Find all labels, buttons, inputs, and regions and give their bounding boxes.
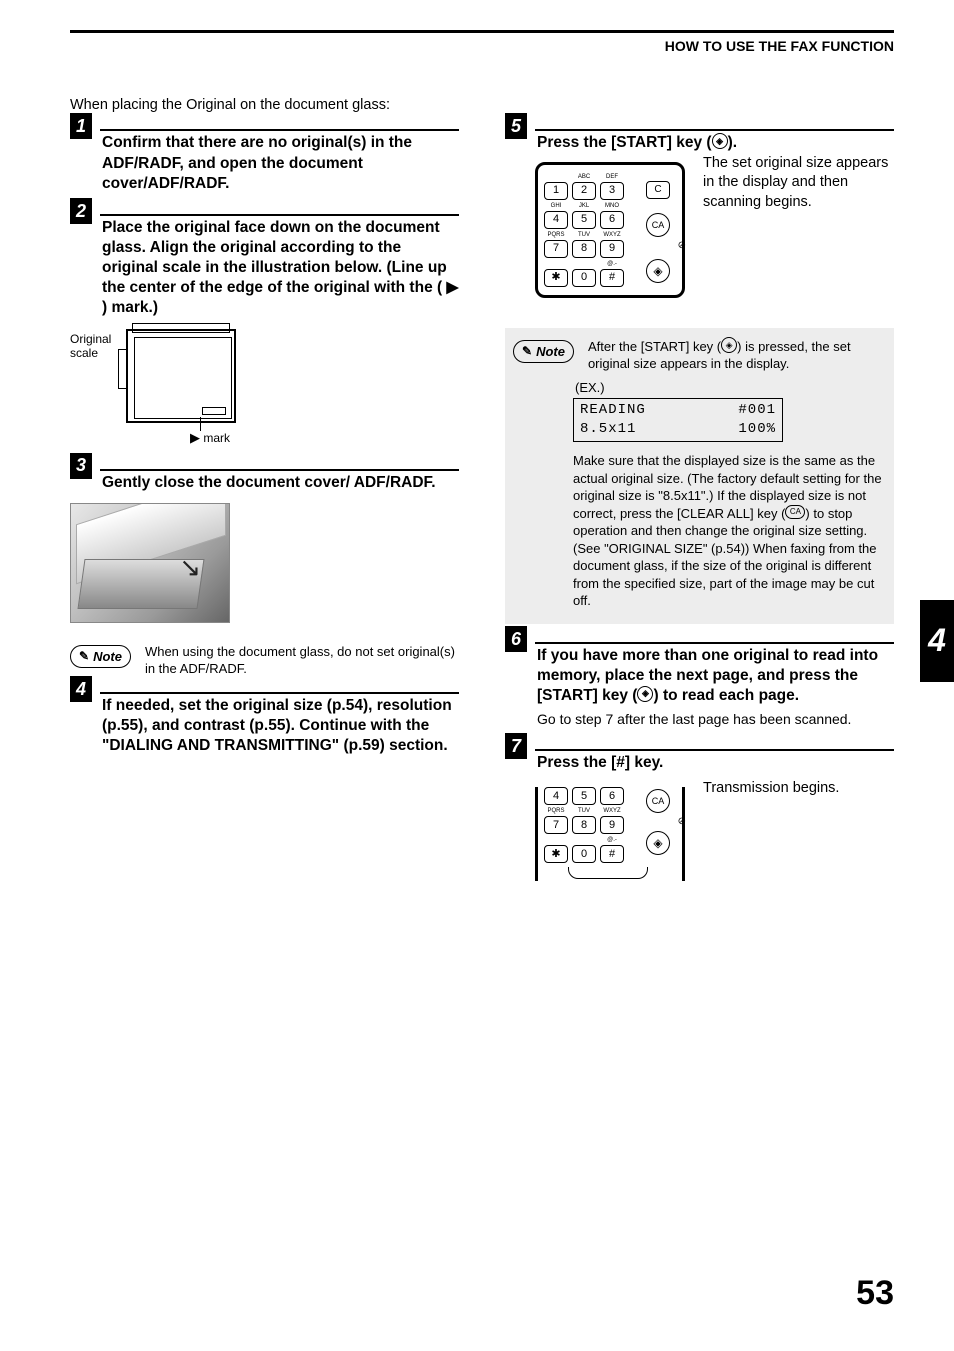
step-title: Place the original face down on the docu… [102,218,459,319]
step-4: 4 If needed, set the original size (p.54… [70,692,459,756]
start-key-icon: ◈ [646,259,670,283]
intro-text: When placing the Original on the documen… [70,96,894,116]
left-column: 1 Confirm that there are no original(s) … [70,129,459,776]
step-number: 5 [505,113,527,139]
step-number: 4 [70,676,92,702]
step-title: If needed, set the original size (p.54),… [102,696,459,756]
glass-diagram: Original scale ▶ mark [70,329,459,449]
header-rule [70,30,894,33]
start-icon: ◈ [712,133,728,149]
chapter-tab: 4 [920,600,954,682]
keypad-diagram-partial: 456 PQRSTUVWXYZ 789 @.- ✱0# CA ⊘ ◈ [535,787,685,881]
step-title: Press the [START] key (◈). [537,133,737,153]
example-label: (EX.) [575,379,886,397]
diagram-label: scale [70,345,98,361]
step-1: 1 Confirm that there are no original(s) … [70,129,459,193]
note-text: After the [START] key (◈) is pressed, th… [588,338,886,373]
start-icon: ◈ [721,337,737,353]
note-right: Note After the [START] key (◈) is presse… [505,328,894,624]
note-left: Note When using the document glass, do n… [70,643,459,678]
step-title: If you have more than one original to re… [537,646,894,706]
step-title: Confirm that there are no original(s) in… [102,133,459,193]
right-column: 5 Press the [START] key (◈). ABCDEF 123 … [505,129,894,911]
step-body: The set original size appears in the dis… [703,154,894,213]
note-text: When using the document glass, do not se… [145,643,459,678]
step-body: Go to step 7 after the last page has bee… [537,710,894,729]
step-title: Gently close the document cover/ ADF/RAD… [102,473,436,493]
step-title: Press the [#] key. [537,753,663,773]
step-body: Transmission begins. [703,779,894,799]
diagram-mark-label: ▶ mark [190,429,230,447]
step-2: 2 Place the original face down on the do… [70,214,459,449]
step-5: 5 Press the [START] key (◈). ABCDEF 123 … [505,129,894,307]
step-3: 3 Gently close the document cover/ ADF/R… [70,469,459,623]
ca-key: CA [646,213,670,237]
lcd-display: READING#001 8.5x11100% [573,398,783,442]
step-number: 7 [505,733,527,759]
scanner-photo: ↘ [70,503,459,623]
step-number: 1 [70,113,92,139]
page-number: 53 [856,1271,894,1317]
note-badge: Note [70,645,131,669]
step-7: 7 Press the [#] key. 456 PQRSTUVWXYZ 789… [505,749,894,891]
start-icon: ◈ [637,686,653,702]
ca-icon: CA [785,505,805,519]
step-number: 3 [70,453,92,479]
note-body: Make sure that the displayed size is the… [573,452,886,610]
step-number: 2 [70,198,92,224]
keypad-diagram-full: ABCDEF 123 GHIJKLMNO 456 PQRSTUVWXYZ 789… [535,162,685,298]
columns-layout: 1 Confirm that there are no original(s) … [70,129,894,911]
note-badge: Note [513,340,574,364]
c-key: C [646,181,670,199]
step-number: 6 [505,626,527,652]
step-6: 6 If you have more than one original to … [505,642,894,729]
section-header: HOW TO USE THE FAX FUNCTION [70,37,894,56]
